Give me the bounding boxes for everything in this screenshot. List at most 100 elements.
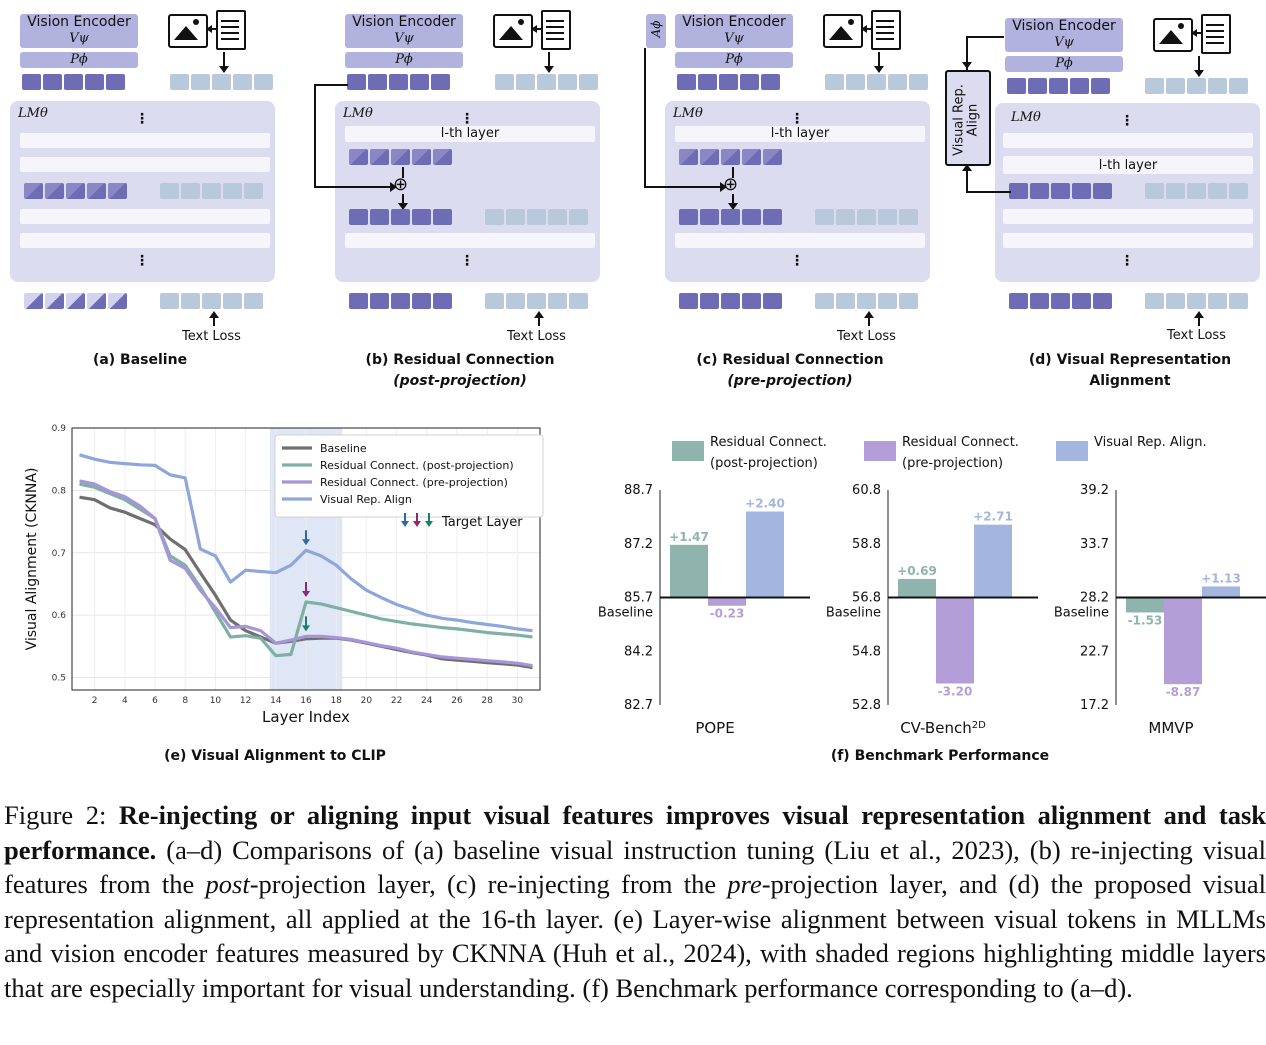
connector-line-a	[223, 52, 225, 72]
text-token-a	[160, 183, 179, 199]
text-token-b	[516, 74, 535, 90]
vision-encoder-label-b: Vision Encoder	[352, 14, 456, 30]
arrow-head-a	[209, 311, 219, 318]
y-tick-label-1: 56.8	[852, 591, 881, 606]
document-line-b	[546, 20, 564, 22]
y-tick-label-1: 52.8	[852, 698, 881, 713]
output-text-token-c	[899, 293, 918, 309]
x-tick-label: 26	[451, 696, 463, 706]
y-tick-label-2: 22.7	[1080, 644, 1109, 659]
arrow-head-a	[219, 66, 229, 73]
document-icon-a	[216, 10, 246, 50]
text-token-a	[170, 74, 189, 90]
series-line-3	[79, 453, 533, 633]
visual-token-d	[1049, 78, 1068, 94]
benchmark-superscript-1: 2D	[972, 720, 986, 731]
lth-layer-label-d: l-th layer	[1098, 158, 1158, 173]
text-token-c	[888, 74, 907, 90]
bar-0-2	[746, 511, 784, 598]
text-token-b	[558, 74, 577, 90]
document-line-d	[1206, 30, 1224, 32]
visual-token-c	[679, 209, 698, 225]
arrow-head-c	[874, 66, 884, 73]
connector-line-c	[878, 52, 880, 72]
x-tick-label: 2	[92, 696, 98, 706]
rep-align-box	[945, 70, 991, 166]
text-token-a	[191, 74, 210, 90]
text-token-b	[579, 74, 598, 90]
visual-token-a	[108, 183, 127, 199]
legend-label-0: Baseline	[320, 442, 367, 455]
text-token-d	[1166, 183, 1185, 199]
projector-d: Pϕ	[1005, 56, 1123, 72]
text-token-d	[1145, 78, 1164, 94]
layer-bar-d	[1003, 133, 1253, 148]
y-tick-label-0: 82.7	[624, 698, 653, 713]
output-visual-token-d	[1051, 293, 1070, 309]
text-token-a	[233, 74, 252, 90]
output-text-token-a	[223, 293, 242, 309]
connector-line-b	[402, 194, 404, 209]
x-tick-label: 20	[361, 696, 373, 706]
output-text-token-a	[202, 293, 221, 309]
arrow-head-d	[962, 164, 972, 171]
visual-token-b	[433, 209, 452, 225]
output-visual-token-a	[66, 293, 85, 309]
layer-bar-c	[675, 233, 925, 248]
arrow-head-b	[544, 66, 554, 73]
sun-icon-d	[1178, 23, 1184, 29]
bar-1-0	[898, 578, 936, 598]
caption-a: (a) Baseline	[92, 352, 188, 368]
residual-connector-b	[314, 84, 316, 187]
ellipsis-c: ⋮	[790, 111, 804, 127]
output-visual-token-d	[1009, 293, 1028, 309]
text-token-a	[212, 74, 231, 90]
text-token-c	[867, 74, 886, 90]
x-tick-label: 18	[330, 696, 342, 706]
text-token-c	[846, 74, 865, 90]
output-visual-token-b	[433, 293, 452, 309]
layer-bar-a	[20, 209, 270, 224]
output-text-token-b	[485, 293, 504, 309]
v-psi-label-a: Vψ	[69, 31, 89, 46]
visual-token-c	[679, 149, 698, 165]
sun-icon-a	[193, 19, 199, 25]
output-visual-token-a	[108, 293, 127, 309]
text-token-a	[244, 183, 263, 199]
projector-b: Pϕ	[345, 52, 463, 68]
text-loss-label-b: Text Loss	[507, 329, 566, 344]
document-line-a	[221, 26, 239, 28]
output-visual-token-c	[679, 293, 698, 309]
visual-token-d	[1070, 78, 1089, 94]
y-tick-label-2: 33.7	[1080, 537, 1109, 552]
residual-connector-b	[314, 186, 394, 188]
caption-b-line2: (post-projection)	[393, 373, 527, 389]
visual-token-c	[742, 209, 761, 225]
legend-swatch-0	[672, 441, 704, 461]
caption-p3: -projection layer, and (d) the proposed …	[4, 869, 1266, 1003]
text-token-c	[857, 209, 876, 225]
text-token-a	[181, 183, 200, 199]
baseline-label-0: Baseline	[598, 606, 653, 621]
y-tick-label-0: 88.7	[624, 483, 653, 498]
caption-c-line2: (pre-projection)	[727, 373, 853, 389]
bar-label-0-2: +2.40	[745, 497, 785, 511]
document-line-d	[1206, 42, 1224, 44]
residual-connector-b	[314, 84, 348, 86]
x-tick-label: 24	[421, 696, 433, 706]
output-text-token-c	[857, 293, 876, 309]
legend-swatch-1	[864, 441, 896, 461]
document-line-a	[221, 38, 239, 40]
text-token-b	[485, 209, 504, 225]
layer-bar-b	[345, 233, 595, 248]
output-visual-token-d	[1072, 293, 1091, 309]
text-token-d	[1229, 183, 1248, 199]
caption-bold: Re-injecting or aligning input visual fe…	[4, 800, 1266, 865]
legend-label-3: Visual Rep. Align	[320, 493, 412, 506]
legend-sublabel-0: (post-projection)	[710, 456, 818, 471]
arrow-head-b	[531, 25, 537, 33]
layer-bar-a	[20, 133, 270, 148]
output-text-token-a	[181, 293, 200, 309]
arrow-head-c	[728, 203, 738, 210]
bar-1-1	[936, 597, 974, 684]
